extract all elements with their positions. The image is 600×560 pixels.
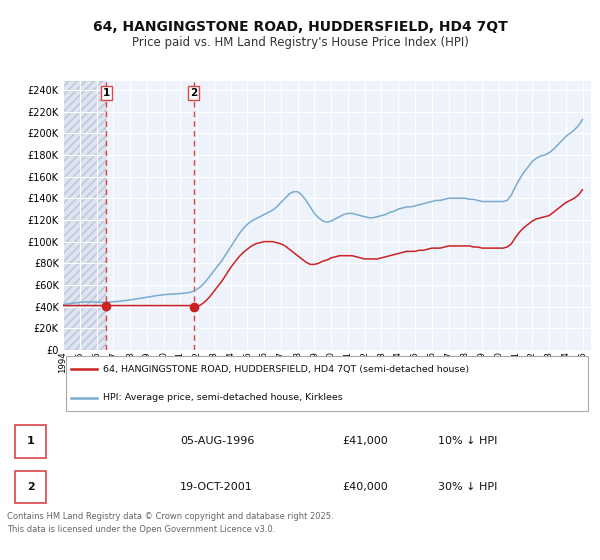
- Text: 1: 1: [103, 88, 110, 98]
- Text: 64, HANGINGSTONE ROAD, HUDDERSFIELD, HD4 7QT (semi-detached house): 64, HANGINGSTONE ROAD, HUDDERSFIELD, HD4…: [103, 365, 469, 374]
- Text: 2: 2: [190, 88, 197, 98]
- Text: £40,000: £40,000: [342, 482, 388, 492]
- Bar: [15, 425, 46, 458]
- Text: 1: 1: [27, 436, 34, 446]
- Text: 2: 2: [27, 482, 34, 492]
- Text: 64, HANGINGSTONE ROAD, HUDDERSFIELD, HD4 7QT: 64, HANGINGSTONE ROAD, HUDDERSFIELD, HD4…: [92, 20, 508, 34]
- Text: HPI: Average price, semi-detached house, Kirklees: HPI: Average price, semi-detached house,…: [103, 393, 343, 402]
- Text: 05-AUG-1996: 05-AUG-1996: [180, 436, 254, 446]
- Bar: [63, 81, 106, 350]
- Text: £41,000: £41,000: [342, 436, 388, 446]
- Text: Price paid vs. HM Land Registry's House Price Index (HPI): Price paid vs. HM Land Registry's House …: [131, 36, 469, 49]
- Text: 19-OCT-2001: 19-OCT-2001: [180, 482, 253, 492]
- Text: 10% ↓ HPI: 10% ↓ HPI: [438, 436, 497, 446]
- Text: 30% ↓ HPI: 30% ↓ HPI: [438, 482, 497, 492]
- Bar: [15, 471, 46, 503]
- Text: Contains HM Land Registry data © Crown copyright and database right 2025.
This d: Contains HM Land Registry data © Crown c…: [7, 512, 334, 534]
